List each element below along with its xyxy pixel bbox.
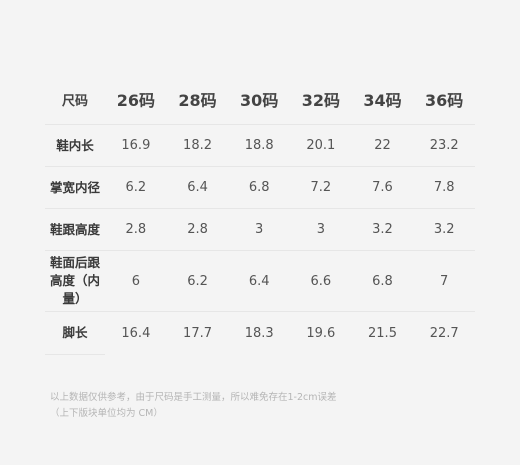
table-cell: 3 [228, 208, 291, 251]
table-cell: 6 [105, 250, 167, 312]
table-cell: 17.7 [183, 325, 212, 341]
size-header-cell: 26码 [105, 74, 167, 125]
table-cell: 16.9 [105, 124, 167, 167]
table-cell: 2.8 [105, 208, 167, 251]
table-cell: 21.5 [368, 325, 397, 341]
row-label: 鞋面后跟高度（内量） [45, 250, 106, 312]
table-cell: 6.4 [166, 166, 229, 209]
table-row: 掌宽内径 6.2 6.4 6.8 7.2 7.6 7.8 [45, 166, 475, 209]
table-cell: 7.6 [351, 166, 414, 209]
table-cell: 6.8 [228, 166, 291, 209]
table-cell: 19.6 [306, 325, 336, 341]
row-label: 鞋跟高度 [45, 208, 106, 251]
table-cell: 3.2 [351, 208, 414, 251]
size-header-cell: 34码 [351, 74, 414, 125]
row-label: 掌宽内径 [45, 166, 106, 209]
table-cell: 7.2 [290, 166, 352, 209]
size-header-cell: 28码 [166, 74, 229, 125]
table-cell: 6.8 [351, 250, 414, 312]
size-chart-table: 尺码 26码 28码 30码 32码 34码 36码 鞋内长 16.9 18.2… [45, 74, 475, 355]
table-cell: 18.8 [228, 124, 291, 167]
table-cell: 7 [413, 250, 475, 312]
table-cell: 22.7 [429, 325, 459, 341]
measurement-footnote: 以上数据仅供参考，由于尺码是手工测量，所以难免存在1-2cm误差 （上下版块单位… [50, 390, 490, 422]
table-cell: 6.4 [228, 250, 291, 312]
table-cell: 20.1 [290, 124, 352, 167]
table-cell: 16.4 [121, 325, 151, 341]
size-header-label: 尺码 [45, 74, 106, 125]
footnote-line: （上下版块单位均为 CM） [50, 408, 163, 419]
table-row: 鞋面后跟高度（内量） 6 6.2 6.4 6.6 6.8 7 [45, 250, 475, 312]
table-cell: 6.6 [290, 250, 352, 312]
row-label: 鞋内长 [45, 124, 106, 167]
size-header-cell: 30码 [228, 74, 291, 125]
size-header-cell: 32码 [290, 74, 352, 125]
table-cell: 3 [290, 208, 352, 251]
table-row: 脚长 16.4 17.7 18.3 19.6 21.5 22.7 [45, 311, 475, 355]
table-cell: 2.8 [166, 208, 229, 251]
size-header-cell: 36码 [413, 74, 475, 125]
table-cell: 7.8 [413, 166, 475, 209]
table-row: 鞋内长 16.9 18.2 18.8 20.1 22 23.2 [45, 124, 475, 167]
size-header-row: 尺码 26码 28码 30码 32码 34码 36码 [45, 74, 475, 125]
table-cell: 22 [351, 124, 414, 167]
table-cell: 23.2 [413, 124, 475, 167]
table-row: 鞋跟高度 2.8 2.8 3 3 3.2 3.2 [45, 208, 475, 251]
table-cell: 6.2 [166, 250, 229, 312]
table-cell: 3.2 [413, 208, 475, 251]
footnote-line: 以上数据仅供参考，由于尺码是手工测量，所以难免存在1-2cm误差 [50, 392, 337, 403]
table-cell: 18.2 [166, 124, 229, 167]
row-label: 脚长 [45, 311, 106, 355]
table-cell: 6.2 [105, 166, 167, 209]
table-cell: 18.3 [244, 325, 274, 341]
